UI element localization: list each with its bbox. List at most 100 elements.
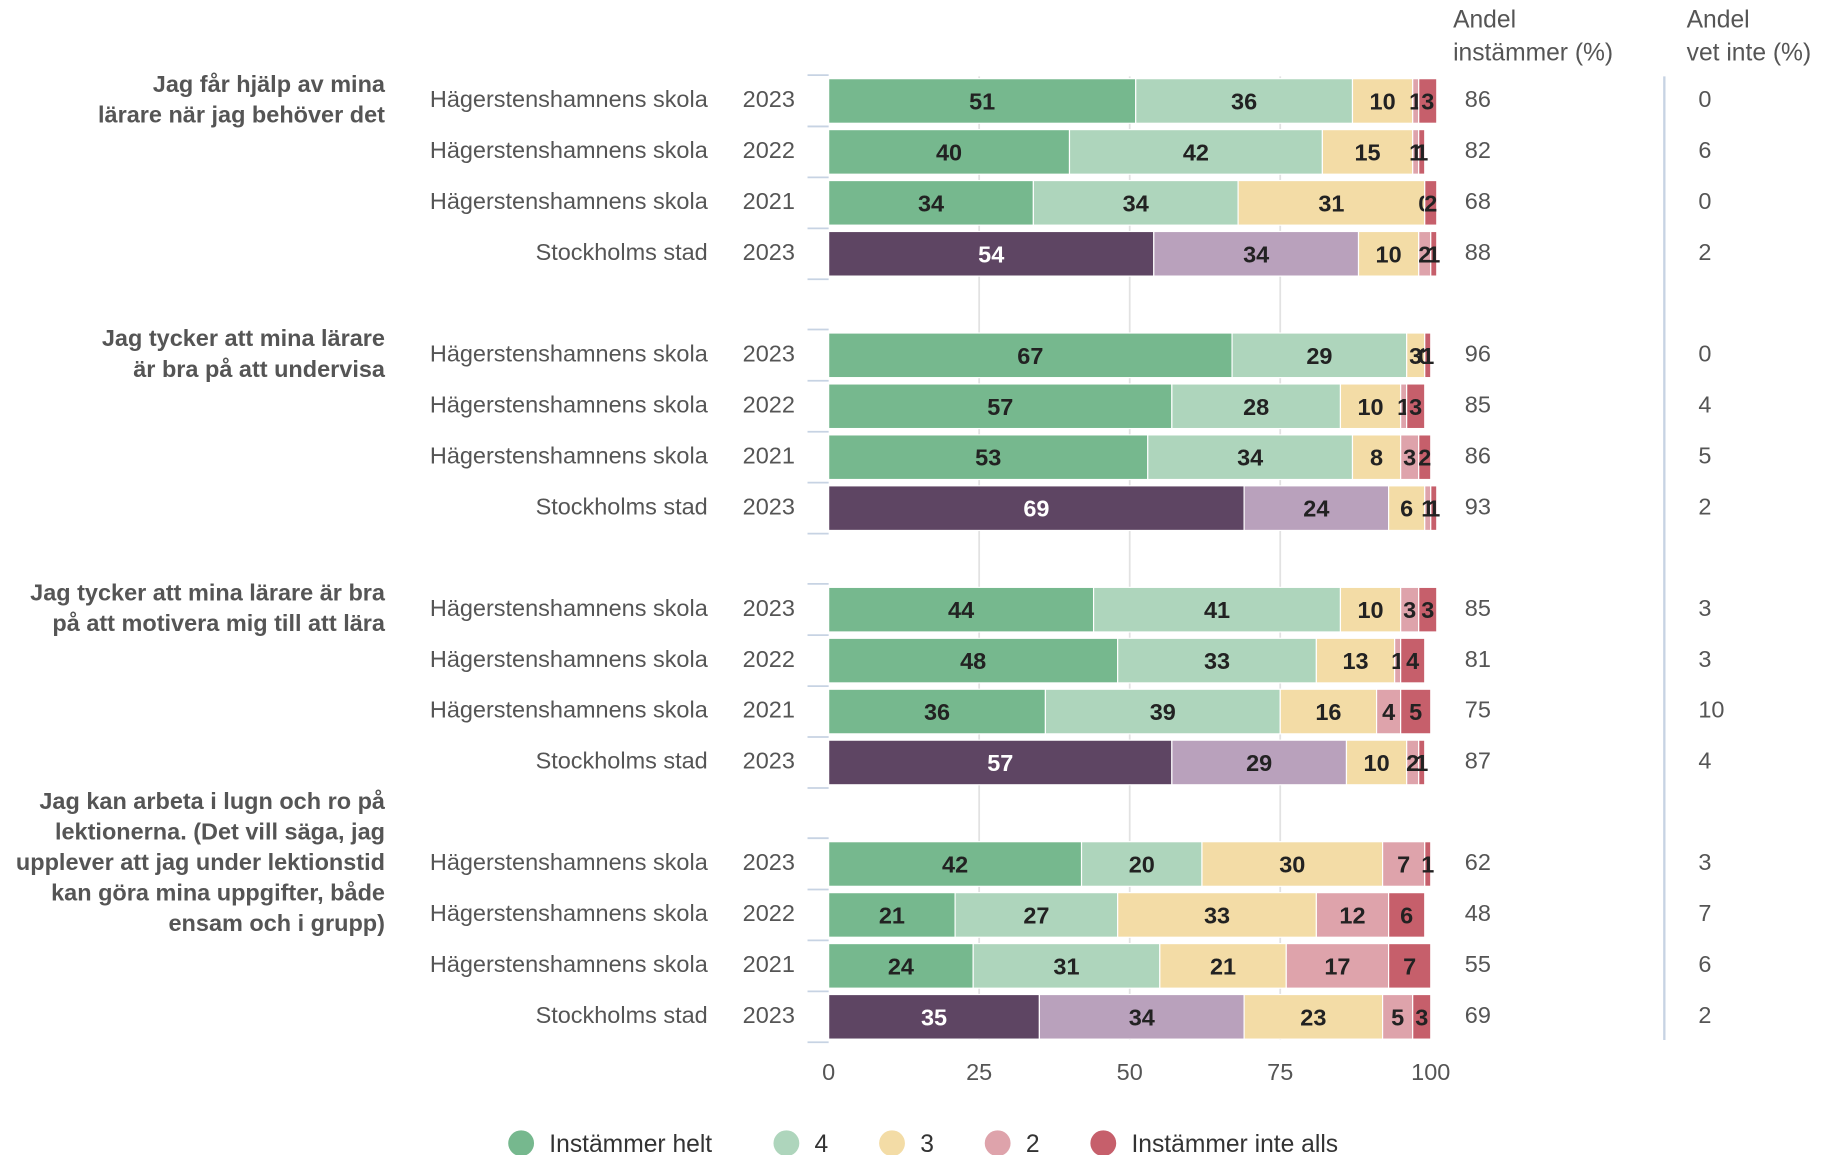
andel-vet-inte: 0 [1698,341,1711,367]
data-label: 41 [1204,597,1230,623]
data-label: 3 [1409,343,1422,369]
data-label: 1 [1421,343,1434,369]
andel-instammer: 69 [1465,1002,1491,1028]
data-label: 34 [918,190,944,216]
row-label: Hägerstenshamnens skola [430,86,709,112]
andel-instammer: 82 [1465,137,1491,163]
row-label: Hägerstenshamnens skola [430,900,709,926]
data-label: 57 [987,750,1013,776]
andel-instammer: 85 [1465,595,1491,621]
bar-segment [1406,383,1426,430]
bar-segment [1321,129,1414,175]
data-label: 54 [978,241,1004,267]
legend-label: 4 [815,1131,829,1155]
andel-vet-inte: 3 [1698,646,1711,672]
bar-segment [1412,993,1432,1040]
bar-segment [1243,485,1390,532]
legend-marker [508,1130,535,1157]
bar-segment [1279,688,1378,735]
data-label: 23 [1300,1004,1326,1030]
row-year: 2022 [743,646,795,672]
row-year: 2022 [743,900,795,926]
data-label: 5 [1409,699,1422,725]
bar-segment [828,586,1095,633]
legend-marker [984,1130,1011,1157]
row-label: Hägerstenshamnens skola [430,188,709,214]
data-label: 4 [1382,699,1395,725]
bar-segment [1315,892,1390,938]
data-label: 20 [1129,852,1155,878]
data-label: 1 [1427,241,1440,267]
bar-segment [1080,841,1203,887]
bar-segment [1092,586,1342,633]
row-label: Hägerstenshamnens skola [430,697,709,723]
bar-segment [1388,485,1426,532]
column-header: Andel [1453,7,1516,34]
row-label: Hägerstenshamnens skola [430,137,709,163]
andel-instammer: 87 [1465,748,1491,774]
bar-segment [1382,841,1426,887]
andel-vet-inte: 0 [1698,188,1711,214]
data-label: 67 [1017,343,1043,369]
data-label: 1 [1415,139,1428,165]
group-label: Jag tycker att mina lärare [102,325,385,351]
andel-vet-inte: 6 [1698,137,1711,163]
data-label: 7 [1397,852,1410,878]
data-label: 10 [1376,241,1402,267]
bar-segment [828,841,1083,887]
data-label: 34 [1237,445,1263,471]
data-label: 39 [1150,699,1176,725]
bar-segment [1388,942,1432,989]
andel-instammer: 93 [1465,493,1491,519]
row-label: Stockholms stad [536,748,708,774]
bar-segment [1382,993,1414,1040]
legend-label: 2 [1026,1131,1040,1155]
andel-instammer: 86 [1465,86,1491,112]
bar-segment [1388,892,1426,938]
bar-segment [1171,739,1348,786]
group-label: kan göra mina uppgifter, både [51,880,385,906]
legend-marker [773,1130,800,1157]
data-label: 48 [960,648,986,674]
row-year: 2023 [743,849,795,875]
data-label: 10 [1364,750,1390,776]
row-year: 2022 [743,391,795,417]
legend-label: 3 [920,1131,934,1155]
data-label: 27 [1023,902,1049,928]
bar-segment [1147,434,1354,481]
group-label: Jag får hjälp av mina [153,71,386,97]
row-year: 2021 [743,697,795,723]
data-label: 10 [1357,394,1383,420]
data-label: 34 [1243,241,1269,267]
data-label: 30 [1279,852,1305,878]
row-year: 2023 [743,86,795,112]
data-label: 4 [1406,648,1419,674]
x-tick-label: 100 [1411,1059,1450,1085]
data-label: 44 [948,597,974,623]
andel-instammer: 96 [1465,341,1491,367]
andel-vet-inte: 0 [1698,86,1711,112]
bar-segment [1201,841,1384,887]
data-label: 2 [1406,750,1419,776]
data-label: 33 [1204,648,1230,674]
bar-segment [1418,586,1438,633]
data-label: 13 [1342,648,1368,674]
bar-segment [1430,485,1438,532]
bar-segment [1351,434,1402,481]
bar-segment [828,485,1245,532]
data-label: 42 [1183,139,1209,165]
x-tick-label: 25 [966,1059,992,1085]
data-label: 53 [975,445,1001,471]
row-year: 2021 [743,951,795,977]
andel-instammer: 81 [1465,646,1491,672]
data-label: 34 [1129,1004,1155,1030]
row-year: 2021 [743,188,795,214]
row-year: 2023 [743,1002,795,1028]
x-tick-label: 0 [822,1059,835,1085]
bar-segment [828,179,1034,226]
row-year: 2023 [743,341,795,367]
data-label: 1 [1421,852,1434,878]
row-year: 2023 [743,239,795,265]
andel-instammer: 55 [1465,951,1491,977]
